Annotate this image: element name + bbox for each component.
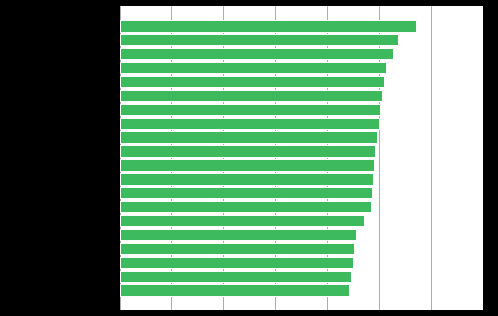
Bar bbox=[120, 229, 357, 240]
Bar bbox=[120, 118, 379, 129]
Bar bbox=[120, 243, 354, 254]
Bar bbox=[120, 270, 351, 282]
Bar bbox=[120, 187, 372, 198]
Bar bbox=[120, 90, 382, 101]
Bar bbox=[120, 284, 349, 296]
Bar bbox=[120, 104, 380, 115]
Bar bbox=[120, 257, 353, 268]
Bar bbox=[120, 201, 371, 212]
Bar bbox=[120, 34, 398, 46]
Bar bbox=[120, 215, 364, 226]
Bar bbox=[120, 131, 377, 143]
Bar bbox=[120, 62, 386, 73]
Bar bbox=[120, 20, 415, 32]
Bar bbox=[120, 76, 384, 87]
Bar bbox=[120, 173, 373, 185]
Bar bbox=[120, 159, 374, 171]
Bar bbox=[120, 48, 393, 59]
Bar bbox=[120, 145, 375, 157]
